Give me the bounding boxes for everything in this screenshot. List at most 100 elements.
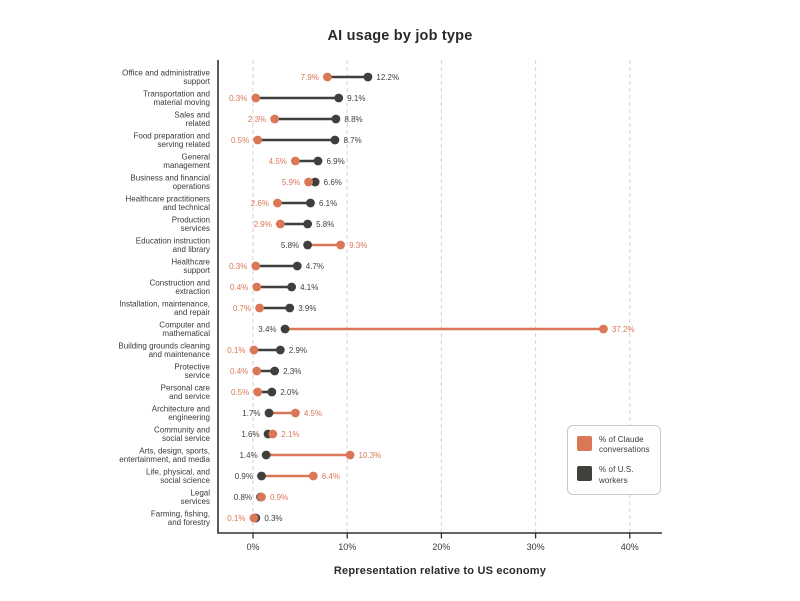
workers-dot [275, 345, 285, 355]
claude-dot [251, 93, 261, 103]
workers-value-label: 9.1% [347, 94, 365, 103]
workers-dot [313, 156, 323, 166]
x-tick-label: 40% [621, 542, 639, 552]
workers-value-label: 1.7% [242, 409, 260, 418]
workers-value-label: 12.2% [376, 73, 399, 82]
workers-value-label: 5.8% [281, 241, 299, 250]
claude-dot [273, 198, 282, 208]
workers-dot [303, 240, 313, 250]
claude-dot [290, 408, 300, 418]
category-label: Office and administrative support [122, 68, 211, 86]
x-tick-label: 0% [246, 542, 259, 552]
workers-value-label: 2.3% [283, 367, 301, 376]
claude-value-label: 0.5% [231, 136, 249, 145]
claude-dot [599, 324, 608, 334]
workers-dot [264, 408, 274, 418]
claude-value-label: 2.6% [251, 199, 269, 208]
workers-value-label: 2.9% [289, 346, 307, 355]
category-label: General management [163, 152, 210, 170]
workers-value-label: 1.6% [241, 430, 259, 439]
axis-lines [217, 60, 662, 534]
category-label: Installation, maintenance, and repair [119, 299, 210, 317]
claude-value-label: 10.3% [359, 451, 382, 460]
plot-area: 7.9% 12.2% Office and administrative suppor… [118, 60, 662, 552]
category-label: Protective service [174, 362, 210, 380]
claude-value-label: 0.1% [227, 346, 245, 355]
workers-dot [331, 114, 341, 124]
category-label: Community and social service [154, 425, 211, 443]
category-label: Transportation and material moving [143, 89, 210, 107]
workers-value-label: 0.8% [234, 493, 252, 502]
workers-value-label: 3.4% [258, 325, 276, 334]
category-label: Healthcare support [171, 257, 210, 275]
claude-dot [290, 156, 300, 166]
workers-value-label: 6.1% [319, 199, 337, 208]
workers-value-label: 1.4% [239, 451, 257, 460]
workers-dot [330, 135, 340, 145]
legend-label-claude: % of Claude conversations [599, 435, 650, 455]
legend-item-claude: % of Claude conversations [577, 435, 652, 456]
claude-dot [253, 387, 263, 397]
claude-dot [252, 282, 262, 292]
category-label: Computer and mathematical [159, 320, 210, 338]
category-label: Healthcare practitioners and technical [126, 194, 211, 212]
claude-value-label: 2.1% [281, 430, 299, 439]
workers-dot [280, 324, 290, 334]
claude-value-label: 0.4% [230, 367, 248, 376]
claude-value-label: 4.5% [269, 157, 287, 166]
x-axis-label: Representation relative to US economy [334, 565, 547, 577]
claude-dot [323, 72, 332, 82]
workers-dot [334, 93, 344, 103]
workers-dot [261, 450, 271, 460]
claude-dot [270, 114, 280, 124]
workers-value-label: 0.9% [235, 472, 253, 481]
category-label: Architecture and engineering [152, 404, 210, 422]
claude-dot [308, 471, 318, 481]
claude-dot [268, 429, 278, 439]
workers-value-label: 5.8% [316, 220, 334, 229]
workers-dot [363, 72, 373, 82]
category-label: Legal services [181, 488, 211, 506]
workers-dot [306, 198, 315, 208]
claude-dot [253, 135, 263, 145]
workers-dot [267, 387, 277, 397]
category-label: Farming, fishing, and forestry [151, 509, 210, 527]
claude-value-label: 0.7% [233, 304, 251, 313]
claude-value-label: 7.9% [301, 73, 319, 82]
workers-value-label: 0.3% [264, 514, 282, 523]
claude-value-label: 0.3% [229, 94, 247, 103]
claude-dot [249, 513, 259, 523]
claude-value-label: 9.3% [349, 241, 367, 250]
category-label: Construction and extraction [150, 278, 210, 296]
claude-value-label: 2.3% [248, 115, 266, 124]
workers-value-label: 8.7% [343, 136, 361, 145]
legend-item-workers: % of U.S. workers [577, 465, 652, 486]
category-label: Building grounds cleaning and maintenance [118, 341, 210, 359]
claude-dot [345, 450, 355, 460]
claude-value-label: 6.4% [322, 472, 340, 481]
claude-value-label: 0.9% [270, 493, 288, 502]
claude-value-label: 0.5% [231, 388, 249, 397]
category-label: Food preparation and serving related [134, 131, 211, 149]
workers-dot [287, 282, 297, 292]
claude-value-label: 0.4% [230, 283, 248, 292]
workers-value-label: 6.6% [324, 178, 342, 187]
category-label: Sales and related [174, 110, 210, 128]
claude-dot [251, 261, 261, 271]
claude-series-swatch-icon [577, 436, 592, 451]
claude-dot [304, 177, 313, 187]
claude-dot [252, 366, 262, 376]
workers-value-label: 4.1% [300, 283, 318, 292]
category-label: Education instruction and library [136, 236, 210, 254]
claude-dot [249, 345, 259, 355]
x-tick-label: 30% [527, 542, 545, 552]
category-label: Personal care and service [161, 383, 211, 401]
workers-value-label: 6.9% [326, 157, 344, 166]
claude-value-label: 4.5% [304, 409, 322, 418]
claude-dot [257, 492, 266, 502]
category-label: Arts, design, sports, entertainment, and … [119, 446, 210, 464]
claude-value-label: 2.9% [254, 220, 272, 229]
claude-value-label: 0.3% [229, 262, 247, 271]
